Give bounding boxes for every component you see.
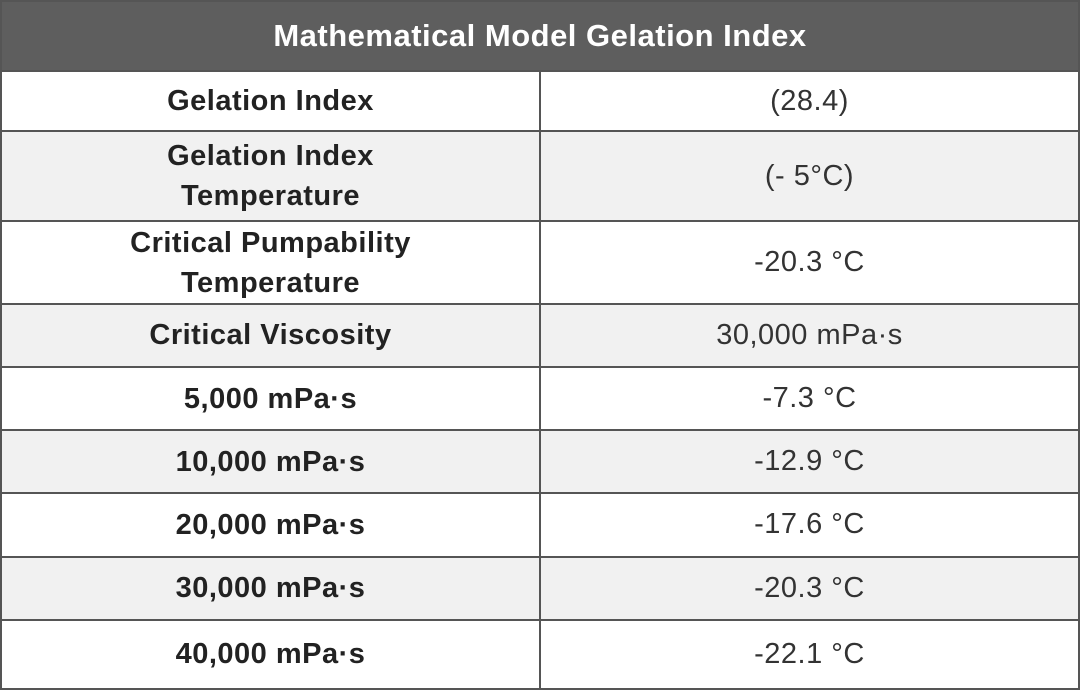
table-row: 30,000 mPa·s -20.3 °C bbox=[0, 555, 1080, 621]
table-body: Gelation Index (28.4) Gelation Index Tempe… bbox=[0, 69, 1080, 690]
row-label-cell: 10,000 mPa·s bbox=[0, 429, 541, 495]
row-label-cell: Gelation Index Temperature bbox=[0, 130, 541, 223]
row-value: -7.3 °C bbox=[539, 365, 1080, 432]
row-label-cell: 30,000 mPa·s bbox=[0, 555, 541, 621]
row-label: 20,000 mPa·s bbox=[175, 508, 366, 541]
row-value: (- 5°C) bbox=[539, 130, 1080, 223]
row-value: -20.3 °C bbox=[539, 220, 1080, 305]
row-label-cell: Gelation Index bbox=[0, 69, 541, 133]
row-label: Gelation Index bbox=[167, 85, 374, 118]
table-row: Gelation Index (28.4) bbox=[0, 69, 1080, 133]
header-row: Mathematical Model Gelation Index bbox=[0, 0, 1080, 72]
row-label: Critical Pumpability Temperature bbox=[130, 226, 411, 299]
row-label-cell: 5,000 mPa·s bbox=[0, 365, 541, 432]
table-head: Mathematical Model Gelation Index bbox=[0, 0, 1080, 72]
row-label: 10,000 mPa·s bbox=[175, 445, 366, 478]
row-label: Critical Viscosity bbox=[149, 319, 392, 352]
row-label-cell: Critical Pumpability Temperature bbox=[0, 220, 541, 305]
table-title: Mathematical Model Gelation Index bbox=[0, 0, 1080, 72]
row-label: 30,000 mPa·s bbox=[175, 572, 366, 605]
row-value: (28.4) bbox=[539, 69, 1080, 133]
row-value: -22.1 °C bbox=[539, 618, 1080, 690]
row-label-cell: Critical Viscosity bbox=[0, 302, 541, 368]
row-label-cell: 20,000 mPa·s bbox=[0, 492, 541, 558]
table-row: Critical Pumpability Temperature -20.3 °C bbox=[0, 220, 1080, 305]
row-value: -17.6 °C bbox=[539, 492, 1080, 558]
row-label-cell: 40,000 mPa·s bbox=[0, 618, 541, 690]
row-value: 30,000 mPa·s bbox=[539, 302, 1080, 368]
table-row: Critical Viscosity 30,000 mPa·s bbox=[0, 302, 1080, 368]
table-row: 20,000 mPa·s -17.6 °C bbox=[0, 492, 1080, 558]
row-label: Gelation Index Temperature bbox=[167, 140, 374, 213]
table-row: 5,000 mPa·s -7.3 °C bbox=[0, 365, 1080, 432]
table-row: Gelation Index Temperature (- 5°C) bbox=[0, 130, 1080, 223]
row-value: -20.3 °C bbox=[539, 555, 1080, 621]
table-row: 10,000 mPa·s -12.9 °C bbox=[0, 429, 1080, 495]
row-label: 40,000 mPa·s bbox=[175, 638, 366, 671]
row-value: -12.9 °C bbox=[539, 429, 1080, 495]
row-label: 5,000 mPa·s bbox=[183, 382, 358, 415]
table-row: 40,000 mPa·s -22.1 °C bbox=[0, 618, 1080, 690]
